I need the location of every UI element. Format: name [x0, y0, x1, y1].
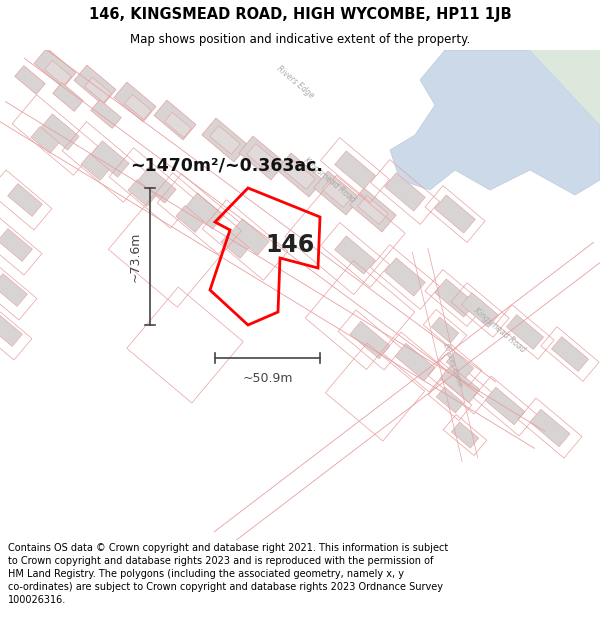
Polygon shape: [91, 99, 121, 128]
Polygon shape: [34, 48, 76, 88]
Text: Map shows position and indicative extent of the property.: Map shows position and indicative extent…: [130, 32, 470, 46]
Polygon shape: [485, 388, 525, 425]
Polygon shape: [41, 114, 79, 150]
Polygon shape: [446, 352, 474, 378]
Polygon shape: [154, 100, 196, 140]
Polygon shape: [461, 292, 499, 328]
Polygon shape: [8, 184, 43, 216]
Text: Kingsmead Road: Kingsmead Road: [472, 306, 527, 354]
Polygon shape: [385, 173, 425, 211]
Polygon shape: [277, 153, 323, 197]
Polygon shape: [431, 317, 459, 343]
Polygon shape: [520, 50, 600, 125]
Polygon shape: [247, 144, 277, 172]
Text: Rivers Edge: Rivers Edge: [275, 64, 316, 100]
Polygon shape: [506, 314, 544, 349]
Text: Contains OS data © Crown copyright and database right 2021. This information is : Contains OS data © Crown copyright and d…: [8, 542, 448, 606]
Polygon shape: [186, 193, 224, 229]
Polygon shape: [434, 195, 475, 233]
Polygon shape: [231, 219, 269, 255]
Polygon shape: [385, 258, 425, 296]
Polygon shape: [350, 188, 396, 232]
Polygon shape: [210, 126, 240, 154]
Polygon shape: [53, 82, 83, 111]
Polygon shape: [91, 141, 129, 177]
Text: Kingsmead Road: Kingsmead Road: [302, 156, 358, 204]
Polygon shape: [551, 337, 589, 371]
Polygon shape: [125, 94, 151, 119]
Polygon shape: [335, 151, 376, 189]
Text: 146: 146: [265, 233, 314, 257]
Polygon shape: [128, 179, 156, 206]
Polygon shape: [202, 118, 248, 162]
Polygon shape: [81, 154, 109, 181]
Text: ~73.6m: ~73.6m: [129, 231, 142, 282]
Polygon shape: [335, 236, 376, 274]
Polygon shape: [395, 343, 435, 381]
Polygon shape: [0, 314, 22, 346]
Text: Drakes Close: Drakes Close: [442, 342, 464, 388]
Polygon shape: [15, 66, 45, 94]
Polygon shape: [436, 387, 464, 413]
Polygon shape: [31, 127, 59, 153]
Polygon shape: [74, 65, 116, 105]
Polygon shape: [451, 422, 479, 448]
Polygon shape: [138, 167, 176, 203]
Text: ~1470m²/~0.363ac.: ~1470m²/~0.363ac.: [130, 156, 323, 174]
Polygon shape: [350, 321, 390, 359]
Polygon shape: [85, 78, 112, 102]
Polygon shape: [314, 171, 360, 215]
Polygon shape: [390, 50, 600, 195]
Polygon shape: [434, 279, 475, 317]
Polygon shape: [285, 161, 315, 189]
Polygon shape: [176, 206, 204, 232]
Polygon shape: [0, 229, 32, 261]
Text: 146, KINGSMEAD ROAD, HIGH WYCOMBE, HP11 1JB: 146, KINGSMEAD ROAD, HIGH WYCOMBE, HP11 …: [89, 8, 511, 22]
Polygon shape: [358, 196, 388, 224]
Polygon shape: [114, 82, 156, 122]
Polygon shape: [221, 232, 249, 258]
Polygon shape: [530, 409, 570, 447]
Polygon shape: [440, 365, 480, 403]
Text: ~50.9m: ~50.9m: [242, 372, 293, 385]
Polygon shape: [0, 274, 28, 306]
Polygon shape: [164, 112, 191, 138]
Polygon shape: [322, 179, 352, 208]
Polygon shape: [239, 136, 285, 180]
Polygon shape: [44, 61, 71, 86]
